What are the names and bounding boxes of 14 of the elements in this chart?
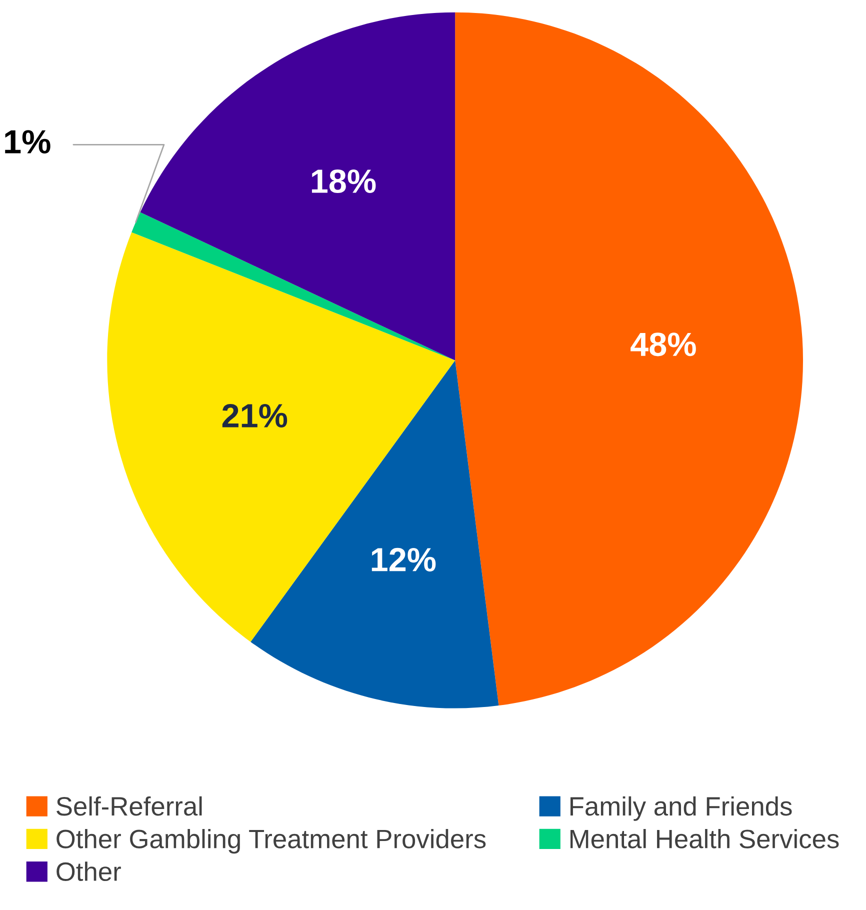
data-label: 1% [5, 130, 50, 154]
data-label: 21% [222, 404, 288, 428]
pie-slice [107, 232, 456, 642]
legend-label: Mental Health Services [570, 828, 839, 848]
data-label: 12% [372, 548, 436, 572]
pie-slice [455, 12, 804, 706]
pie-slice [140, 12, 456, 360]
data-label: 48% [630, 332, 696, 356]
pie-slice [132, 212, 456, 360]
data-label: 18% [312, 169, 376, 194]
legend-label: Family and Friends [570, 796, 792, 821]
legend-label: Other Gambling Treatment Providers [56, 828, 486, 854]
legend-label: Self-Referral [56, 796, 202, 816]
legend-label: Other [56, 862, 121, 882]
